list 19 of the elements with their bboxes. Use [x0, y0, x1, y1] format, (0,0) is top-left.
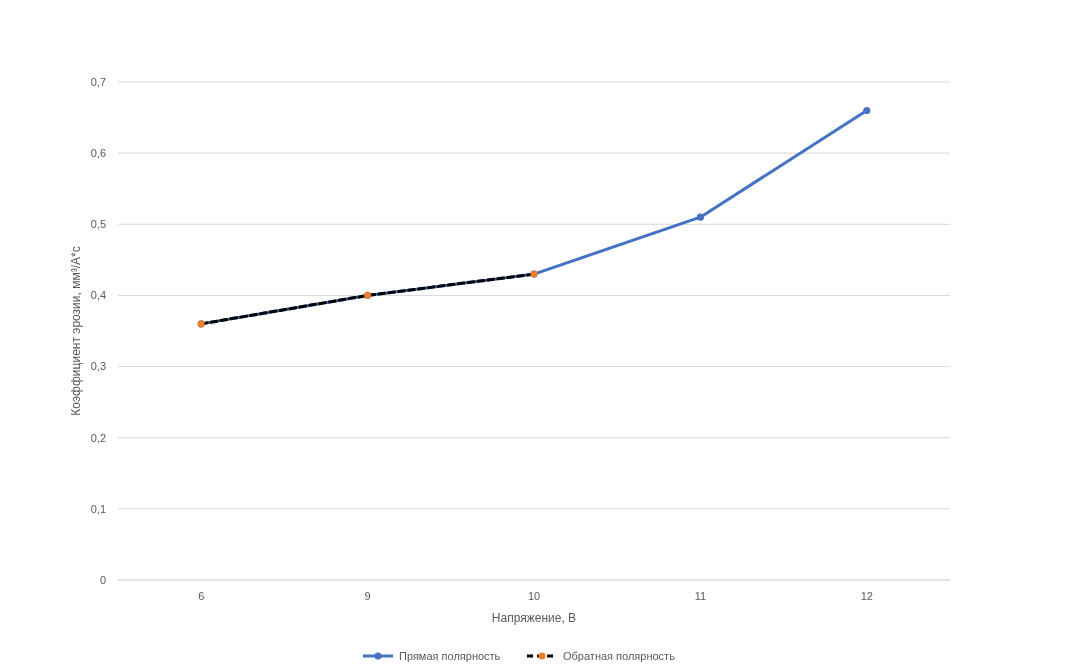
point: [863, 106, 871, 115]
y-tick-label: 0,3: [90, 360, 106, 373]
y-tick-label: 0,2: [90, 431, 106, 444]
x-axis-title: Напряжение, В: [491, 611, 577, 625]
x-tick-label: 11: [694, 590, 707, 602]
legend-label: Обратная полярность: [563, 650, 676, 662]
y-tick-label: 0,5: [90, 218, 106, 231]
x-tick-label: 9: [364, 590, 371, 602]
y-tick-label: 0,7: [90, 75, 106, 88]
y-tick-label: 0: [99, 573, 106, 586]
point: [696, 213, 704, 221]
y-tick-label: 0,4: [90, 289, 106, 302]
legend-label: Прямая полярность: [399, 650, 501, 662]
x-tick-label: 12: [860, 590, 873, 602]
y-axis-title: Коэффициент эрозии, мм³/А*с: [69, 246, 83, 416]
x-tick-label: 10: [527, 590, 541, 602]
y-tick-label: 0,6: [90, 146, 106, 159]
y-tick-label: 0,1: [90, 502, 106, 515]
x-tick-label: 6: [198, 590, 205, 602]
